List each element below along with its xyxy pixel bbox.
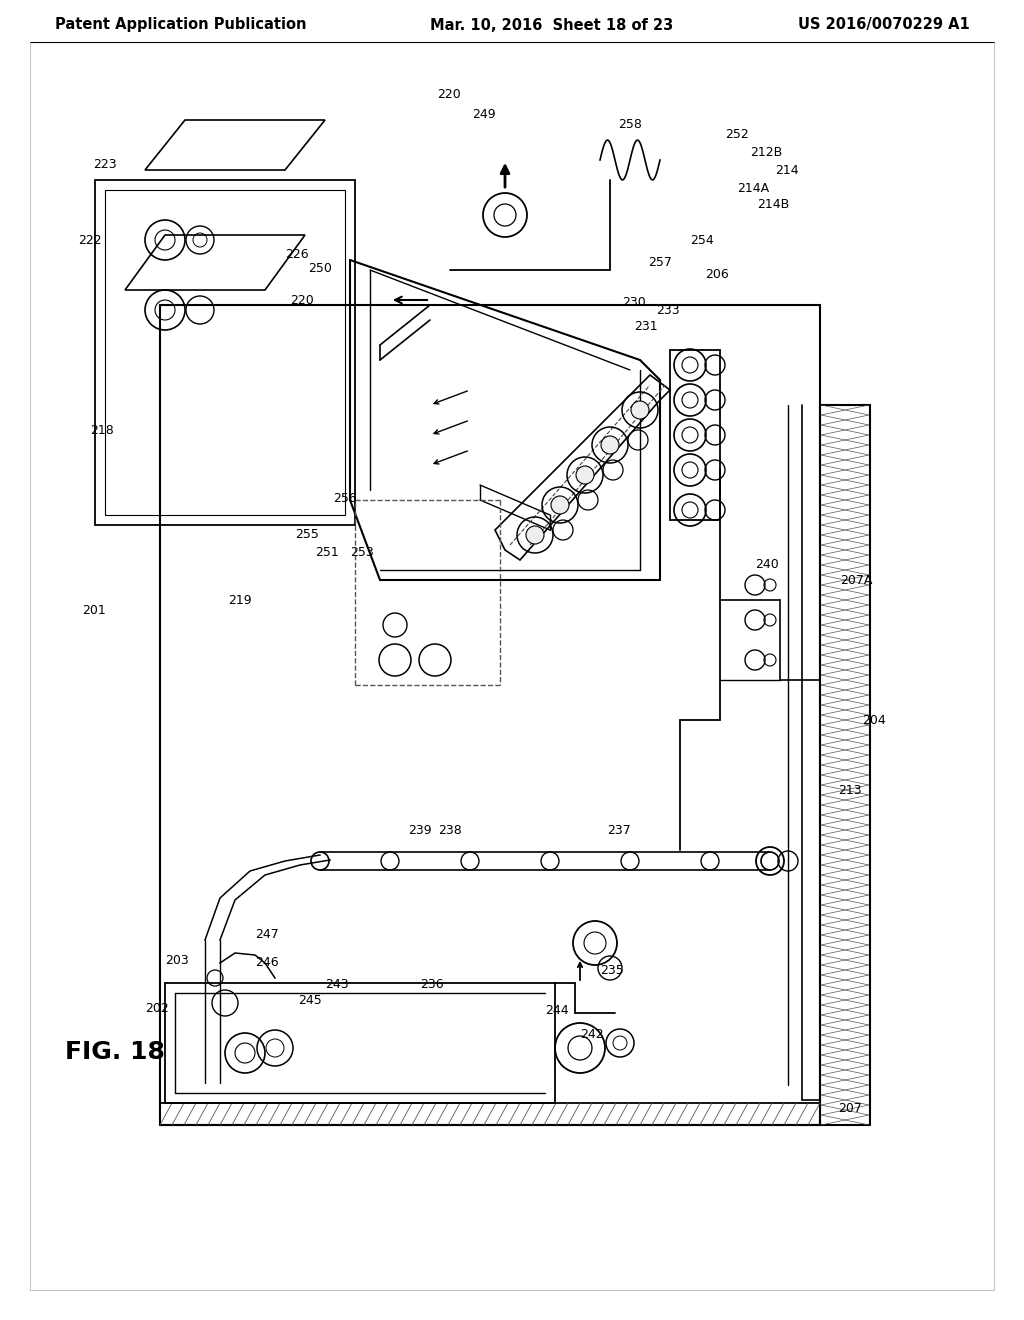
Bar [95, 180, 355, 525]
Text: 206: 206 [705, 268, 729, 281]
Text: 258: 258 [618, 119, 642, 132]
Text: 245: 245 [298, 994, 322, 1006]
Circle shape [526, 525, 544, 544]
Text: 213: 213 [838, 784, 861, 796]
Text: 254: 254 [690, 234, 714, 247]
Text: 204: 204 [862, 714, 886, 726]
Text: 218: 218 [90, 424, 114, 437]
Text: 201: 201 [82, 603, 105, 616]
Text: 255: 255 [295, 528, 318, 541]
Text: 233: 233 [656, 304, 680, 317]
Text: 250: 250 [308, 261, 332, 275]
Text: Mar. 10, 2016  Sheet 18 of 23: Mar. 10, 2016 Sheet 18 of 23 [430, 17, 673, 33]
Text: 236: 236 [420, 978, 443, 991]
Text: 249: 249 [472, 108, 496, 121]
FancyArrowPatch shape [395, 297, 427, 304]
Text: 222: 222 [78, 234, 101, 247]
Text: 243: 243 [325, 978, 348, 991]
Text: 223: 223 [93, 158, 117, 172]
Text: 220: 220 [437, 88, 461, 102]
Text: 237: 237 [607, 824, 631, 837]
Circle shape [551, 496, 569, 513]
Text: 238: 238 [438, 824, 462, 837]
Text: 214A: 214A [737, 181, 769, 194]
Text: 219: 219 [228, 594, 252, 606]
Text: FIG. 18: FIG. 18 [65, 1040, 165, 1064]
Text: Patent Application Publication: Patent Application Publication [55, 17, 306, 33]
Text: 247: 247 [255, 928, 279, 941]
Text: 239: 239 [408, 824, 432, 837]
Text: 207A: 207A [840, 573, 872, 586]
Text: 244: 244 [545, 1003, 568, 1016]
Text: 220: 220 [290, 293, 313, 306]
Text: 240: 240 [755, 558, 778, 572]
Text: 230: 230 [622, 296, 646, 309]
Text: 214B: 214B [757, 198, 790, 211]
Circle shape [601, 436, 618, 454]
Text: 251: 251 [315, 545, 339, 558]
Text: 207: 207 [838, 1101, 862, 1114]
Bar [105, 190, 345, 515]
Text: 202: 202 [145, 1002, 169, 1015]
Circle shape [631, 401, 649, 418]
Text: 226: 226 [285, 248, 308, 261]
Text: 212B: 212B [750, 145, 782, 158]
Text: 256: 256 [333, 491, 356, 504]
Text: 242: 242 [580, 1028, 603, 1041]
Text: 257: 257 [648, 256, 672, 268]
Text: 252: 252 [725, 128, 749, 141]
Text: 231: 231 [634, 319, 657, 333]
Text: US 2016/0070229 A1: US 2016/0070229 A1 [799, 17, 970, 33]
Text: 203: 203 [165, 953, 188, 966]
Circle shape [575, 466, 594, 484]
Text: 214: 214 [775, 164, 799, 177]
Text: 253: 253 [350, 545, 374, 558]
Text: 235: 235 [600, 964, 624, 977]
Text: 246: 246 [255, 956, 279, 969]
